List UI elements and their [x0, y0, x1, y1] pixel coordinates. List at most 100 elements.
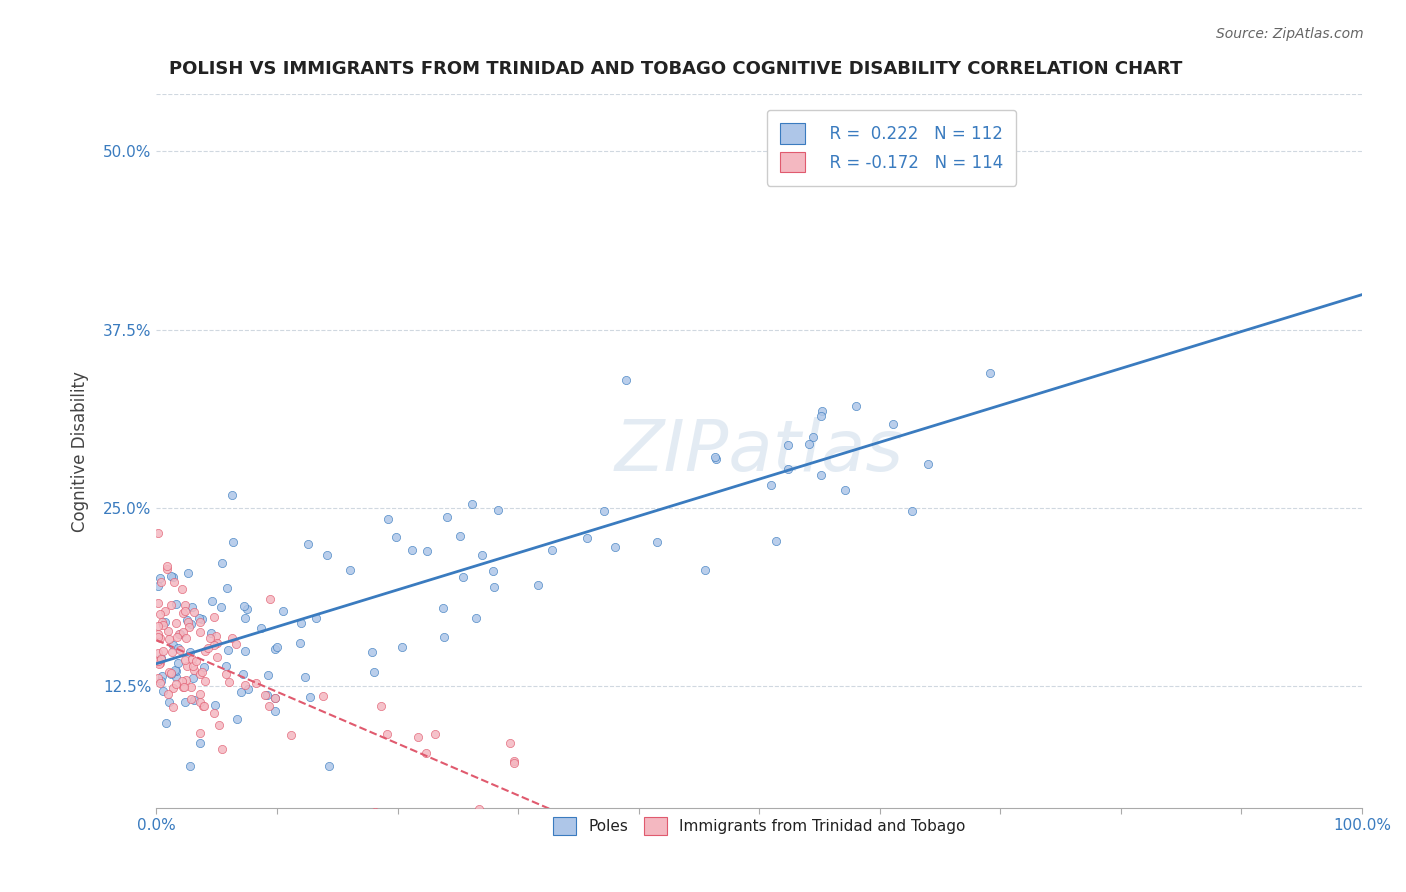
- Immigrants from Trinidad and Tobago: [668, 815, 690, 830]
- Immigrants from Trinidad and Tobago: [638, 815, 661, 830]
- Immigrants from Trinidad and Tobago: [233, 678, 256, 692]
- Poles: [233, 599, 256, 613]
- Immigrants from Trinidad and Tobago: [157, 687, 180, 701]
- Immigrants from Trinidad and Tobago: [146, 671, 169, 685]
- Immigrants from Trinidad and Tobago: [205, 629, 228, 643]
- Immigrants from Trinidad and Tobago: [165, 615, 187, 630]
- Immigrants from Trinidad and Tobago: [155, 603, 177, 617]
- Poles: [177, 566, 200, 581]
- Immigrants from Trinidad and Tobago: [375, 727, 398, 741]
- Immigrants from Trinidad and Tobago: [149, 631, 172, 645]
- Poles: [391, 640, 413, 654]
- Poles: [810, 409, 832, 423]
- Poles: [385, 530, 408, 544]
- Immigrants from Trinidad and Tobago: [205, 636, 228, 650]
- Poles: [315, 548, 337, 562]
- Immigrants from Trinidad and Tobago: [215, 667, 238, 681]
- Poles: [436, 510, 458, 524]
- Poles: [148, 579, 170, 593]
- Immigrants from Trinidad and Tobago: [184, 654, 207, 668]
- Poles: [361, 645, 384, 659]
- Immigrants from Trinidad and Tobago: [370, 698, 392, 713]
- Immigrants from Trinidad and Tobago: [202, 706, 225, 720]
- Immigrants from Trinidad and Tobago: [172, 607, 194, 621]
- Immigrants from Trinidad and Tobago: [218, 675, 240, 690]
- Immigrants from Trinidad and Tobago: [165, 677, 187, 691]
- Immigrants from Trinidad and Tobago: [146, 525, 169, 540]
- Poles: [211, 556, 233, 570]
- Poles: [200, 626, 222, 640]
- Poles: [778, 462, 800, 476]
- Poles: [297, 537, 319, 551]
- Poles: [157, 695, 180, 709]
- Immigrants from Trinidad and Tobago: [180, 651, 202, 665]
- Poles: [162, 638, 184, 652]
- Immigrants from Trinidad and Tobago: [146, 596, 169, 610]
- Poles: [225, 712, 247, 726]
- Immigrants from Trinidad and Tobago: [174, 604, 197, 618]
- Immigrants from Trinidad and Tobago: [160, 598, 183, 612]
- Poles: [193, 660, 215, 674]
- Poles: [204, 698, 226, 713]
- Immigrants from Trinidad and Tobago: [211, 741, 233, 756]
- Text: Source: ZipAtlas.com: Source: ZipAtlas.com: [1216, 27, 1364, 41]
- Poles: [231, 685, 253, 699]
- Immigrants from Trinidad and Tobago: [152, 617, 174, 632]
- Poles: [221, 488, 243, 502]
- Immigrants from Trinidad and Tobago: [499, 736, 522, 750]
- Immigrants from Trinidad and Tobago: [181, 659, 204, 673]
- Immigrants from Trinidad and Tobago: [177, 615, 200, 629]
- Immigrants from Trinidad and Tobago: [173, 680, 195, 694]
- Immigrants from Trinidad and Tobago: [149, 652, 172, 666]
- Poles: [150, 668, 173, 682]
- Poles: [432, 601, 454, 615]
- Poles: [167, 640, 190, 655]
- Poles: [180, 617, 202, 632]
- Poles: [299, 690, 322, 705]
- Immigrants from Trinidad and Tobago: [371, 815, 394, 830]
- Poles: [363, 665, 385, 680]
- Immigrants from Trinidad and Tobago: [188, 687, 211, 701]
- Immigrants from Trinidad and Tobago: [148, 657, 170, 671]
- Y-axis label: Cognitive Disability: Cognitive Disability: [72, 371, 89, 532]
- Immigrants from Trinidad and Tobago: [146, 646, 169, 660]
- Poles: [190, 612, 212, 626]
- Poles: [264, 642, 287, 657]
- Immigrants from Trinidad and Tobago: [425, 727, 447, 741]
- Immigrants from Trinidad and Tobago: [162, 700, 184, 714]
- Immigrants from Trinidad and Tobago: [657, 815, 679, 830]
- Poles: [165, 664, 187, 678]
- Immigrants from Trinidad and Tobago: [193, 698, 215, 713]
- Poles: [433, 630, 456, 644]
- Immigrants from Trinidad and Tobago: [202, 609, 225, 624]
- Poles: [217, 643, 239, 657]
- Immigrants from Trinidad and Tobago: [489, 815, 512, 830]
- Poles: [845, 400, 868, 414]
- Poles: [416, 544, 439, 558]
- Immigrants from Trinidad and Tobago: [169, 642, 191, 657]
- Poles: [264, 704, 287, 718]
- Immigrants from Trinidad and Tobago: [394, 815, 416, 830]
- Immigrants from Trinidad and Tobago: [180, 680, 202, 694]
- Immigrants from Trinidad and Tobago: [453, 815, 475, 830]
- Poles: [290, 616, 312, 631]
- Immigrants from Trinidad and Tobago: [468, 802, 491, 816]
- Poles: [165, 670, 187, 684]
- Poles: [179, 759, 201, 773]
- Immigrants from Trinidad and Tobago: [148, 627, 170, 641]
- Poles: [801, 430, 824, 444]
- Poles: [592, 504, 614, 518]
- Immigrants from Trinidad and Tobago: [205, 649, 228, 664]
- Poles: [160, 568, 183, 582]
- Immigrants from Trinidad and Tobago: [194, 673, 217, 688]
- Poles: [834, 483, 856, 498]
- Poles: [152, 683, 174, 698]
- Immigrants from Trinidad and Tobago: [146, 630, 169, 644]
- Immigrants from Trinidad and Tobago: [194, 644, 217, 658]
- Immigrants from Trinidad and Tobago: [148, 619, 170, 633]
- Poles: [165, 598, 187, 612]
- Poles: [174, 695, 197, 709]
- Immigrants from Trinidad and Tobago: [156, 624, 179, 639]
- Immigrants from Trinidad and Tobago: [188, 624, 211, 639]
- Immigrants from Trinidad and Tobago: [166, 630, 188, 644]
